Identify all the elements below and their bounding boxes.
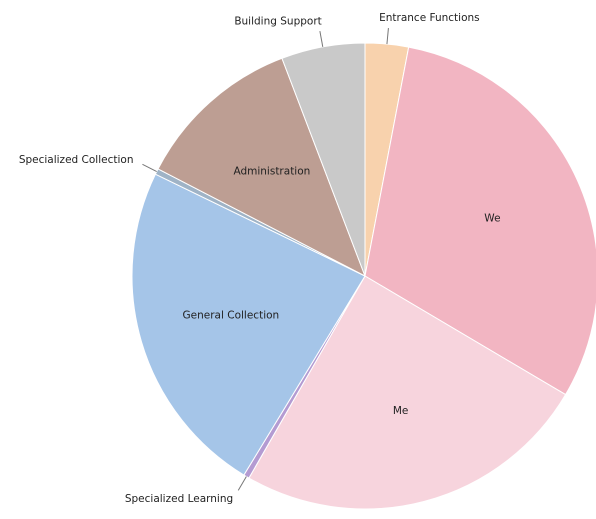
slice-label: We xyxy=(484,212,500,224)
slice-label: Building Support xyxy=(234,15,321,27)
leader-line xyxy=(142,163,157,172)
slice-label: Entrance Functions xyxy=(379,12,480,24)
slice-label: Specialized Learning xyxy=(125,493,233,505)
pie-slice xyxy=(364,46,596,396)
pie-slice xyxy=(157,57,366,278)
pie-slice xyxy=(281,42,366,277)
leader-line xyxy=(319,31,324,47)
pie-slice xyxy=(131,173,366,476)
slice-label: Specialized Collection xyxy=(19,154,134,166)
leader-line xyxy=(386,28,389,45)
slice-label: Me xyxy=(393,405,409,417)
leader-line xyxy=(237,476,247,491)
slice-label: Administration xyxy=(233,166,310,178)
pie-slice xyxy=(248,275,567,510)
slice-label: General Collection xyxy=(183,309,280,321)
